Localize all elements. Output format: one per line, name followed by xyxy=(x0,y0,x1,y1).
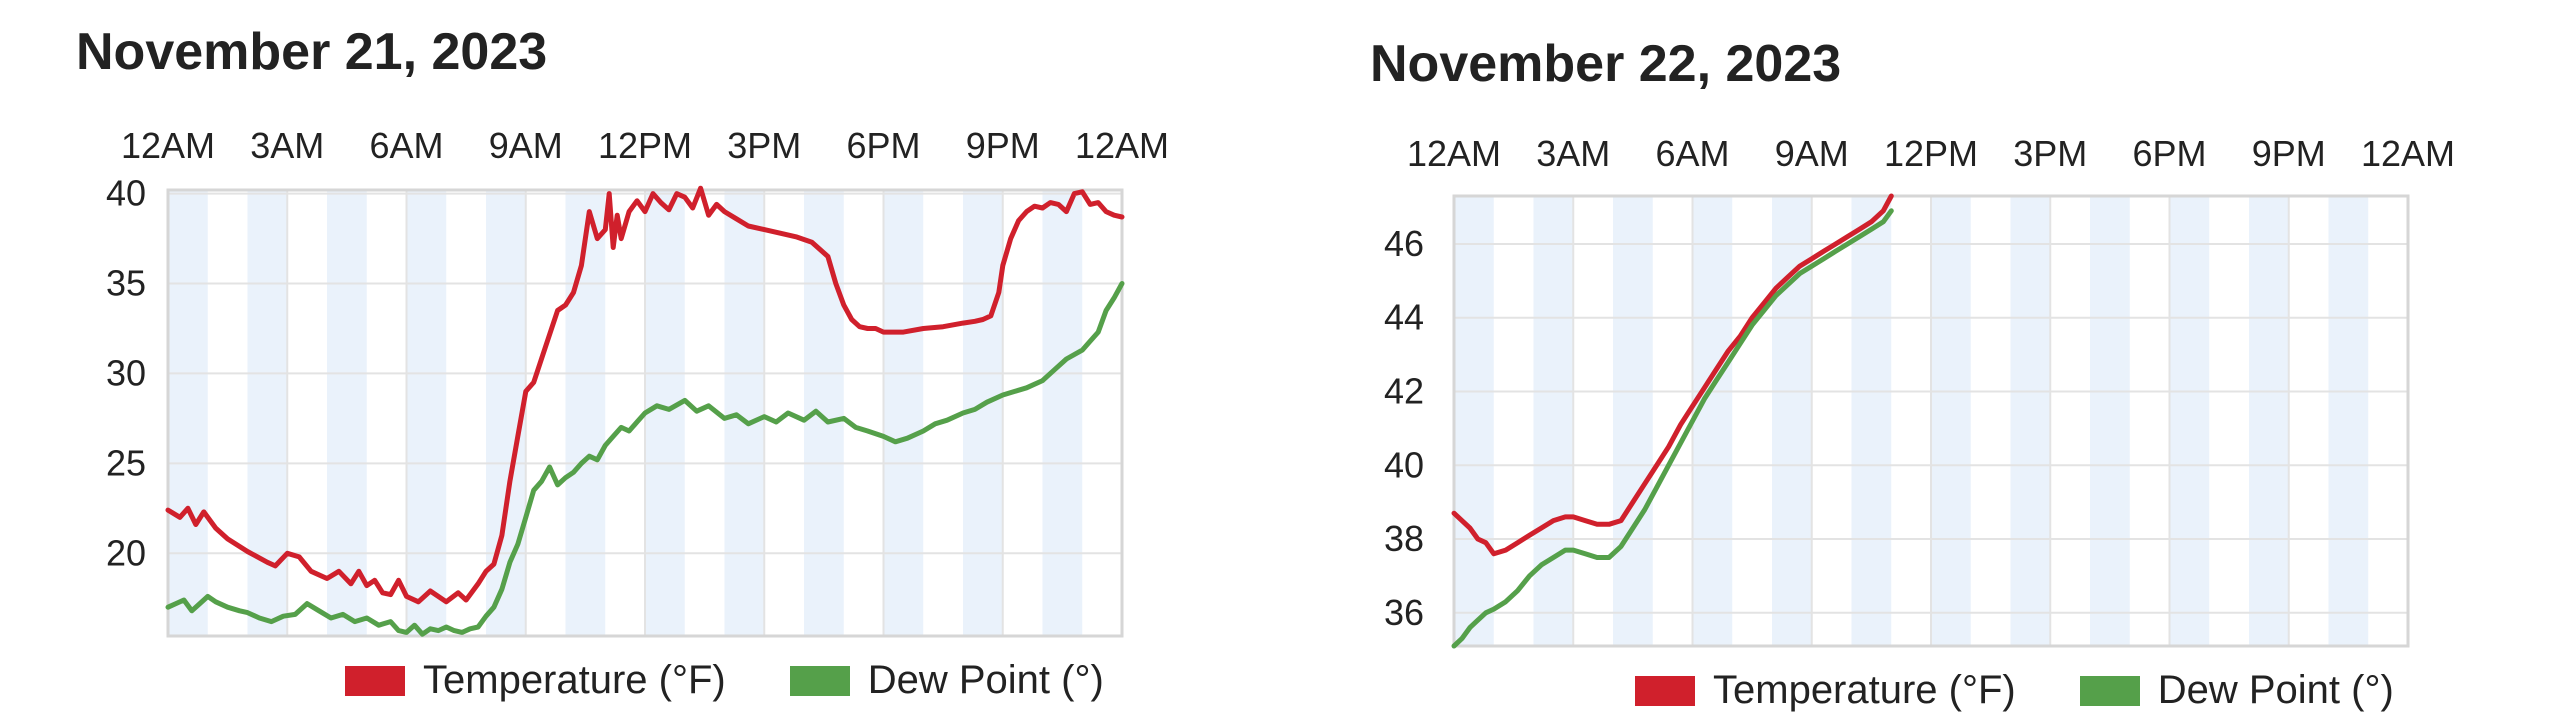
x-tick-label: 12PM xyxy=(1884,133,1978,174)
x-tick-label: 6AM xyxy=(1655,133,1729,174)
hour-band xyxy=(2090,196,2130,646)
x-tick-label: 9AM xyxy=(489,125,563,166)
hour-band xyxy=(2249,196,2289,646)
legend-item-dew-point[interactable]: Dew Point (°) xyxy=(789,658,1104,703)
legend-label-temperature: Temperature (°F) xyxy=(423,658,726,702)
series-line-temperature[interactable] xyxy=(165,185,1125,605)
hour-band xyxy=(168,190,208,636)
hour-band xyxy=(883,190,924,636)
hour-band xyxy=(2169,196,2210,646)
x-tick-label: 3PM xyxy=(2013,133,2087,174)
hour-band xyxy=(1851,196,1892,646)
x-tick-label: 12PM xyxy=(598,125,692,166)
hour-band xyxy=(645,190,685,636)
legend-swatch-dew-point xyxy=(789,665,850,696)
hour-band xyxy=(1042,190,1083,636)
legend-label-dew-point: Dew Point (°) xyxy=(867,658,1104,702)
chart-panel-nov-21: November 21, 2023 12AM 3AM 6AM 9AM 12PM 3PM 6P… xyxy=(76,23,1169,703)
y-tick-label: 20 xyxy=(106,532,146,573)
series-line-dew-point[interactable] xyxy=(1451,208,1894,649)
legend-swatch-temperature xyxy=(345,665,405,696)
x-tick-label: 12AM xyxy=(2361,133,2455,174)
x-tick-label: 6PM xyxy=(846,125,920,166)
chart-panel-nov-22: November 22, 2023 12AM 3AM 6AM 9AM 12PM 3PM 6P… xyxy=(1284,0,2568,717)
legend-item-temperature[interactable]: Temperature (°F) xyxy=(345,658,726,703)
series-line-temperature[interactable] xyxy=(1451,193,1894,557)
y-tick-label: 30 xyxy=(106,352,146,393)
y-tick-label: 42 xyxy=(1384,370,1424,411)
hour-band xyxy=(327,190,367,636)
hour-band xyxy=(565,190,606,636)
x-tick-label: 9PM xyxy=(966,125,1040,166)
legend-item-dew-point[interactable]: Dew Point (°) xyxy=(2079,668,2394,713)
hour-band xyxy=(1692,196,1733,646)
hour-band xyxy=(2010,196,2051,646)
plot-frame xyxy=(1452,194,2410,648)
x-tick-label: 12AM xyxy=(1407,133,1501,174)
series-line-dew-point[interactable] xyxy=(165,281,1125,637)
x-tick-label: 3AM xyxy=(1536,133,1610,174)
y-tick-label: 44 xyxy=(1384,297,1424,338)
chart-plot: 12AM 3AM 6AM 9AM 12PM 3PM 6PM 9PM 12AM 20 25 30 35 40 xyxy=(106,125,1169,638)
y-tick-label: 25 xyxy=(106,442,146,483)
chart-legend: Temperature (°F) Dew Point (°) xyxy=(345,658,1148,703)
chart-title: November 21, 2023 xyxy=(76,23,548,81)
y-tick-label: 46 xyxy=(1384,223,1424,264)
plot-frame xyxy=(166,188,1124,638)
legend-swatch-dew-point xyxy=(2079,675,2140,706)
y-tick-label: 38 xyxy=(1384,518,1424,559)
legend-label-dew-point: Dew Point (°) xyxy=(2157,668,2394,712)
hour-band xyxy=(1454,196,1494,646)
hour-bands xyxy=(168,190,1083,636)
hour-band xyxy=(406,190,447,636)
y-tick-label: 36 xyxy=(1384,592,1424,633)
chart-legend: Temperature (°F) Dew Point (°) xyxy=(1635,668,2438,713)
hour-band xyxy=(1931,196,1971,646)
x-tick-label: 12AM xyxy=(1075,125,1169,166)
x-tick-label: 12AM xyxy=(121,125,215,166)
hour-band xyxy=(1613,196,1653,646)
x-tick-label: 3PM xyxy=(727,125,801,166)
x-tick-label: 6PM xyxy=(2132,133,2206,174)
x-tick-label: 9AM xyxy=(1775,133,1849,174)
x-tick-label: 9PM xyxy=(2252,133,2326,174)
hour-band xyxy=(2328,196,2369,646)
legend-item-temperature[interactable]: Temperature (°F) xyxy=(1635,668,2016,713)
x-tick-label: 3AM xyxy=(250,125,324,166)
chart-plot: 12AM 3AM 6AM 9AM 12PM 3PM 6PM 9PM 12AM 36 38 40 42 44… xyxy=(1384,133,2455,649)
chart-title: November 22, 2023 xyxy=(1370,35,1842,93)
y-tick-label: 40 xyxy=(106,173,146,214)
legend-label-temperature: Temperature (°F) xyxy=(1713,668,2016,712)
y-tick-label: 35 xyxy=(106,263,146,304)
legend-swatch-temperature xyxy=(1635,675,1695,706)
hour-bands xyxy=(1454,196,2369,646)
x-tick-label: 6AM xyxy=(369,125,443,166)
hour-band xyxy=(1533,196,1574,646)
hour-band xyxy=(247,190,288,636)
hour-band xyxy=(724,190,765,636)
y-tick-label: 40 xyxy=(1384,444,1424,485)
